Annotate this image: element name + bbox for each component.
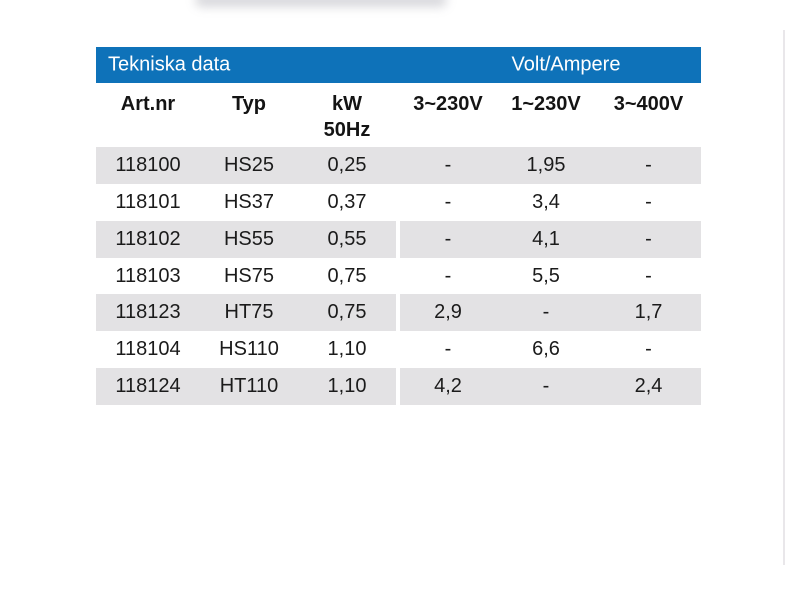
- cell-typ: HS37: [223, 190, 275, 213]
- column-header-label: Typ: [231, 93, 267, 115]
- cell-3-230v: 2,9: [434, 301, 462, 324]
- cell-art-nr: 118101: [115, 190, 181, 213]
- cell-kw: 0,37: [327, 190, 367, 213]
- row-section-gap: [396, 147, 400, 184]
- cell-kw: 0,55: [327, 227, 367, 250]
- page-edge-line: [783, 30, 785, 565]
- cell-3-400v: -: [645, 190, 652, 213]
- cell-3-400v: -: [645, 338, 652, 361]
- cell-3-230v: -: [444, 227, 452, 250]
- cell-typ: HS55: [223, 227, 275, 250]
- table-title: Tekniska data: [108, 53, 231, 76]
- column-header-1-230v: 1~230V: [496, 83, 596, 147]
- cell-kw: 0,75: [327, 301, 367, 324]
- cell-art-nr: 118100: [115, 153, 181, 176]
- cell-1-230v: 1,95: [526, 153, 566, 176]
- cell-art-nr: 118103: [115, 264, 181, 287]
- column-header-sublabel: 50Hz: [323, 119, 371, 141]
- table-row: 118124 HT110 1,10 4,2 - 2,4: [96, 368, 701, 406]
- table-row: 118103 HS75 0,75 - 5,5 -: [96, 258, 701, 295]
- cell-3-230v: -: [444, 338, 452, 361]
- table-row: 118101 HS37 0,37 - 3,4 -: [96, 184, 701, 221]
- top-blur-artifact: [195, 0, 447, 7]
- cell-typ: HS75: [223, 264, 275, 287]
- column-header-artnr: Art.nr: [96, 83, 200, 147]
- cell-kw: 1,10: [327, 338, 367, 361]
- cell-3-400v: -: [645, 227, 652, 250]
- column-header-label: 3~230V: [413, 93, 483, 115]
- cell-typ: HS110: [219, 338, 279, 361]
- cell-kw: 0,75: [327, 264, 367, 287]
- cell-3-230v: -: [444, 153, 452, 176]
- cell-1-230v: -: [542, 375, 550, 398]
- cell-3-230v: 4,2: [434, 375, 462, 398]
- column-header-label: Art.nr: [120, 93, 176, 115]
- table-title-bar: Tekniska data Volt/Ampere: [96, 47, 701, 83]
- cell-1-230v: 5,5: [532, 264, 560, 287]
- cell-3-400v: 1,7: [634, 301, 663, 324]
- table-row: 118123 HT75 0,75 2,9 - 1,7: [96, 294, 701, 332]
- column-header-label: 3~400V: [613, 93, 684, 115]
- cell-typ: HS25: [223, 153, 275, 176]
- column-header-label: 1~230V: [511, 93, 581, 115]
- table-row: 118100 HS25 0,25 - 1,95 -: [96, 147, 701, 184]
- column-header-label: kW: [332, 93, 362, 115]
- cell-1-230v: 3,4: [532, 190, 560, 213]
- cell-3-400v: -: [645, 264, 652, 287]
- cell-1-230v: -: [542, 301, 550, 324]
- cell-art-nr: 118124: [115, 375, 181, 398]
- column-header-3-400v: 3~400V: [596, 83, 701, 147]
- cell-typ: HT75: [224, 301, 274, 324]
- column-header-row: Art.nr Typ kW 50Hz 3~230V 1~230V 3~400V: [96, 83, 701, 147]
- table-row: 118102 HS55 0,55 - 4,1 -: [96, 220, 701, 258]
- cell-1-230v: 4,1: [532, 227, 560, 250]
- cell-3-400v: -: [645, 153, 652, 176]
- cell-kw: 1,10: [327, 375, 367, 398]
- volt-ampere-heading: Volt/Ampere: [511, 53, 621, 76]
- cell-1-230v: 6,6: [532, 338, 560, 361]
- cell-3-400v: 2,4: [634, 375, 663, 398]
- cell-art-nr: 118102: [115, 227, 181, 250]
- column-header-kw-50hz: kW 50Hz: [298, 83, 396, 147]
- cell-3-230v: -: [444, 264, 452, 287]
- column-header-3-230v: 3~230V: [400, 83, 496, 147]
- table-row: 118104 HS110 1,10 - 6,6 -: [96, 331, 701, 368]
- column-header-typ: Typ: [200, 83, 298, 147]
- cell-kw: 0,25: [327, 153, 367, 176]
- cell-typ: HT110: [219, 375, 279, 398]
- cell-3-230v: -: [444, 190, 452, 213]
- cell-art-nr: 118104: [115, 338, 181, 361]
- cell-art-nr: 118123: [115, 301, 181, 324]
- technical-data-table: Tekniska data Volt/Ampere Art.nr Typ kW 5…: [96, 47, 701, 406]
